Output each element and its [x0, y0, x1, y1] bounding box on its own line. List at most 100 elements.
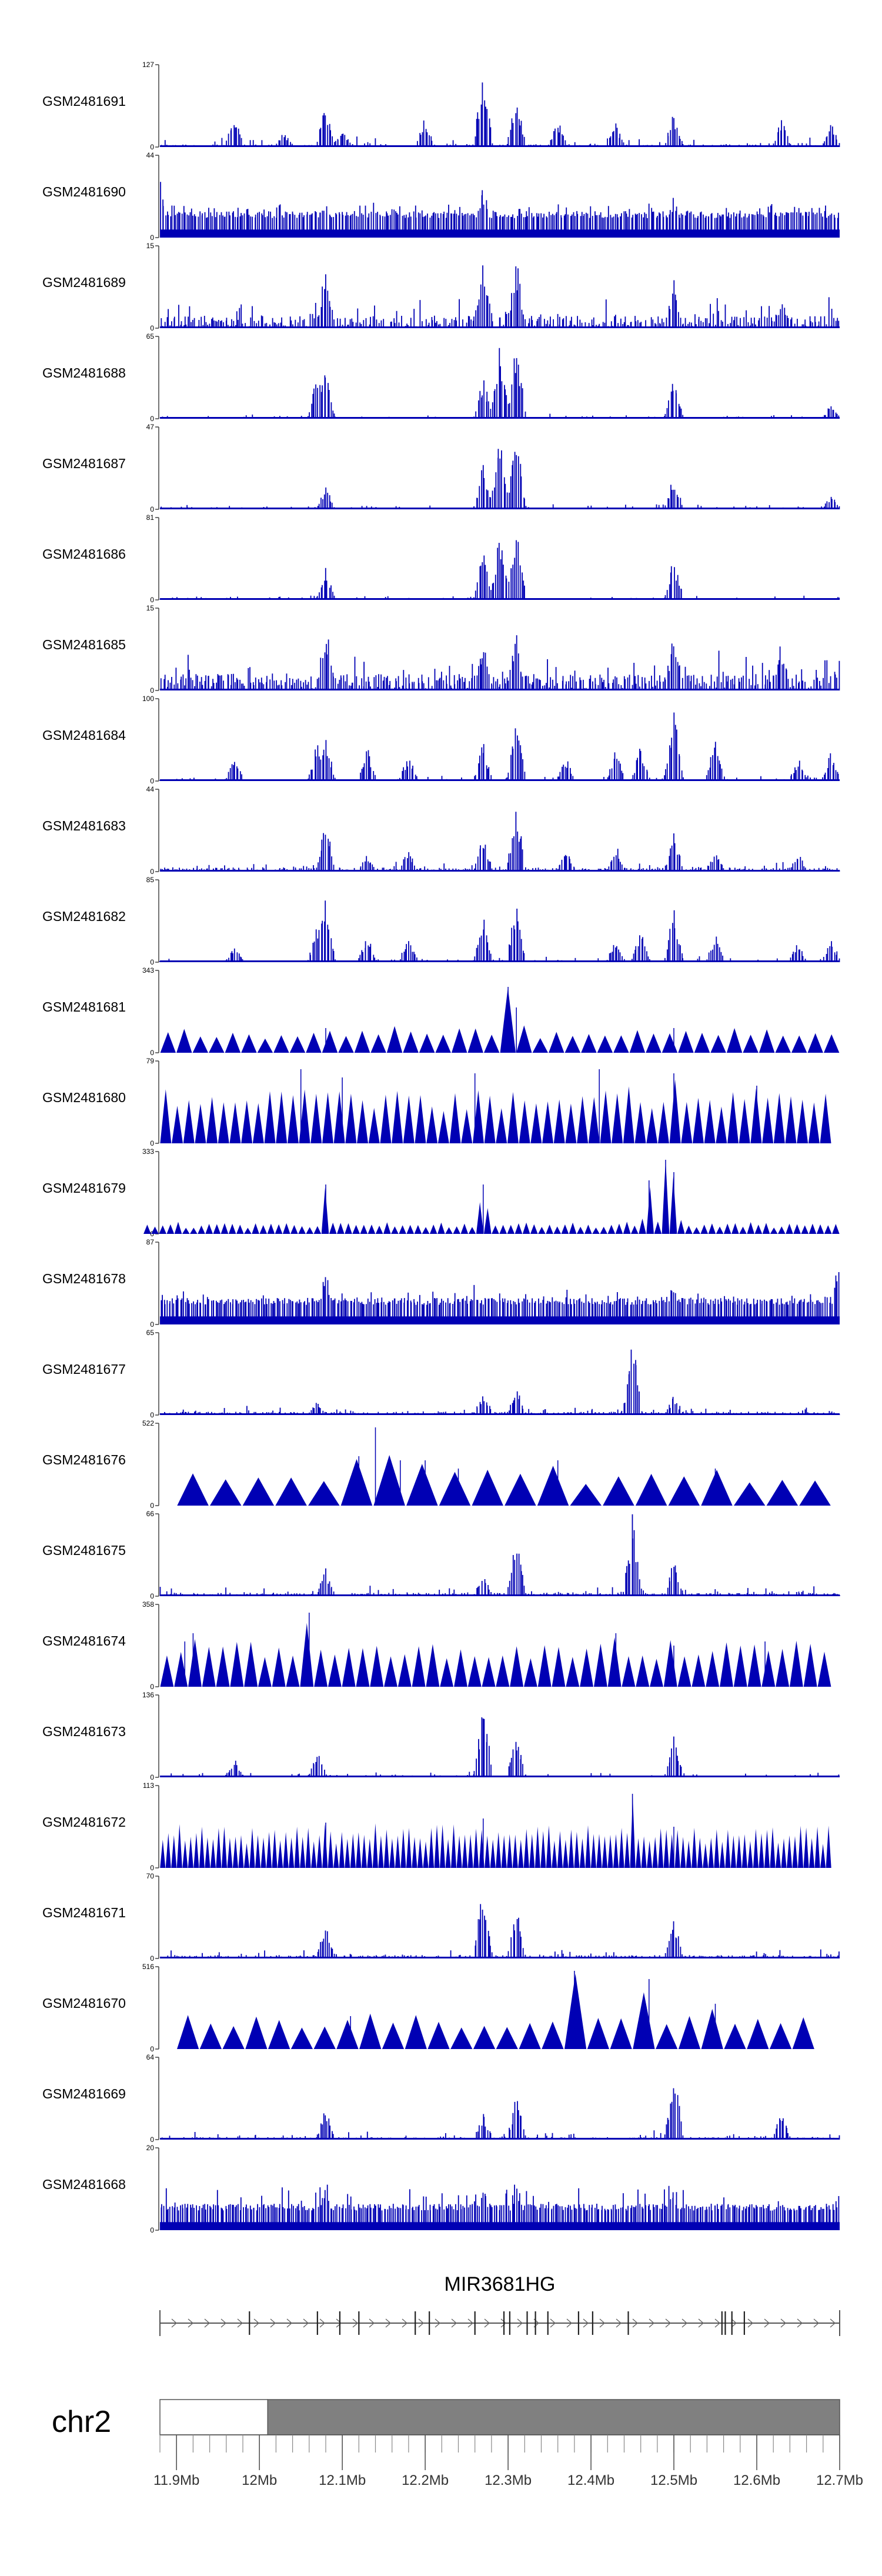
y-tick-min: 0 [150, 1501, 154, 1510]
signal-triangle [668, 1476, 700, 1506]
signal-triangle [199, 1827, 205, 1868]
track-GSM2481684: GSM2481684 100 0 [42, 695, 840, 785]
signal-triangle [775, 1843, 781, 1868]
axis-tick-label: 12.7Mb [816, 2472, 863, 2488]
signal-triangle [454, 1649, 467, 1687]
signal-triangle [171, 1835, 177, 1868]
track-label: GSM2481684 [42, 728, 126, 743]
signal-triangle [507, 1224, 515, 1234]
signal-triangle [529, 1834, 535, 1868]
signal-triangle [414, 1224, 422, 1234]
signal-triangle [549, 1032, 564, 1053]
signal-triangle [361, 1834, 367, 1868]
signal-triangle [222, 2026, 245, 2049]
signal-triangle [437, 1111, 449, 1143]
signal-triangle [739, 1226, 747, 1234]
signal-triangle [378, 1836, 384, 1868]
signal-triangle [484, 1035, 500, 1053]
signal-triangle [552, 1647, 566, 1687]
signal-triangle [383, 1829, 389, 1868]
signal-triangle [686, 1840, 691, 1868]
signal-triangle [345, 1223, 352, 1234]
chromosome-label: chr2 [52, 2405, 111, 2439]
y-tick-max: 127 [142, 61, 154, 69]
signal-triangle [338, 1036, 354, 1053]
signal-triangle [809, 1838, 815, 1868]
signal-triangle [206, 1097, 218, 1143]
signal-triangle [244, 1227, 252, 1234]
signal-triangle [652, 1837, 658, 1868]
y-tick-max: 70 [146, 1872, 155, 1880]
signal-triangle [553, 1226, 562, 1234]
signal-triangle [761, 1650, 776, 1687]
signal-bars [161, 82, 840, 147]
signal-triangle [468, 1227, 476, 1234]
axis-tick-label: 12.6Mb [733, 2472, 780, 2488]
signal-triangle [753, 1828, 759, 1868]
signal-triangle [205, 1224, 213, 1234]
signal-triangle [241, 1034, 257, 1053]
track-GSM2481672: GSM2481672 113 0 [42, 1781, 831, 1872]
axis-tick-label: 12.1Mb [319, 2472, 366, 2488]
signal-bars [161, 1272, 840, 1324]
signal-triangle [708, 1223, 716, 1234]
signal-triangle [697, 1837, 703, 1868]
signal-baseline [160, 1776, 840, 1777]
signal-triangle [449, 1093, 461, 1143]
signal-solid-floor [160, 1316, 840, 1324]
signal-triangle [308, 1481, 340, 1506]
signal-triangle [294, 1826, 300, 1868]
signal-triangle [581, 1034, 597, 1053]
signal-triangle [564, 1974, 587, 2049]
signal-triangle [775, 1035, 791, 1053]
signal-triangle [785, 1096, 797, 1143]
y-tick-min: 0 [150, 324, 154, 332]
signal-triangle [490, 1839, 496, 1868]
signal-triangle [680, 1837, 686, 1868]
signal-triangle [530, 1224, 538, 1234]
signal-triangle [546, 1224, 553, 1234]
signal-triangle [322, 1092, 333, 1143]
signal-bars [159, 348, 840, 419]
track-label: GSM2481672 [42, 1814, 126, 1830]
signal-triangle [151, 1226, 159, 1234]
track-label: GSM2481670 [42, 1996, 126, 2011]
y-tick-min: 0 [150, 1864, 154, 1872]
signal-triangle [289, 1837, 295, 1868]
signal-triangle [298, 1226, 306, 1234]
signal-triangle [654, 1222, 662, 1234]
y-tick-max: 20 [146, 2144, 155, 2152]
track-label: GSM2481673 [42, 1724, 126, 1739]
signal-triangle [762, 1097, 774, 1143]
y-tick-max: 87 [146, 1238, 155, 1246]
signal-bars [160, 1717, 840, 1777]
signal-triangle [754, 1224, 763, 1234]
signal-triangle [817, 1651, 831, 1687]
signal-triangle [537, 1466, 569, 1506]
signal-triangle [370, 1646, 384, 1687]
signal-triangle [300, 1623, 314, 1687]
signal-triangle [769, 2023, 792, 2049]
signal-triangle [452, 1028, 467, 1053]
signal-triangle [354, 1030, 370, 1053]
track-label: GSM2481680 [42, 1090, 126, 1105]
track-GSM2481687: GSM2481687 47 0 [42, 423, 840, 513]
signal-triangle [160, 1089, 172, 1143]
gene-annotation-track: MIR3681HG [159, 2273, 840, 2336]
signal-triangle [473, 1090, 484, 1143]
signal-triangle [188, 1639, 202, 1687]
signal-triangle [602, 1836, 608, 1868]
y-tick-max: 522 [142, 1419, 154, 1427]
signal-triangle [685, 1225, 693, 1234]
signal-triangle [546, 1826, 552, 1868]
signal-triangle [258, 1657, 272, 1687]
signal-triangle [268, 2020, 290, 2049]
band-white [159, 2399, 269, 2435]
signal-triangle [435, 1035, 451, 1053]
track-label: GSM2481677 [42, 1362, 126, 1377]
signal-triangle [257, 1038, 273, 1053]
y-tick-min: 0 [150, 596, 154, 604]
signal-triangle [174, 1222, 182, 1234]
y-tick-min: 0 [150, 2045, 154, 2053]
signal-spikes [300, 1069, 757, 1143]
